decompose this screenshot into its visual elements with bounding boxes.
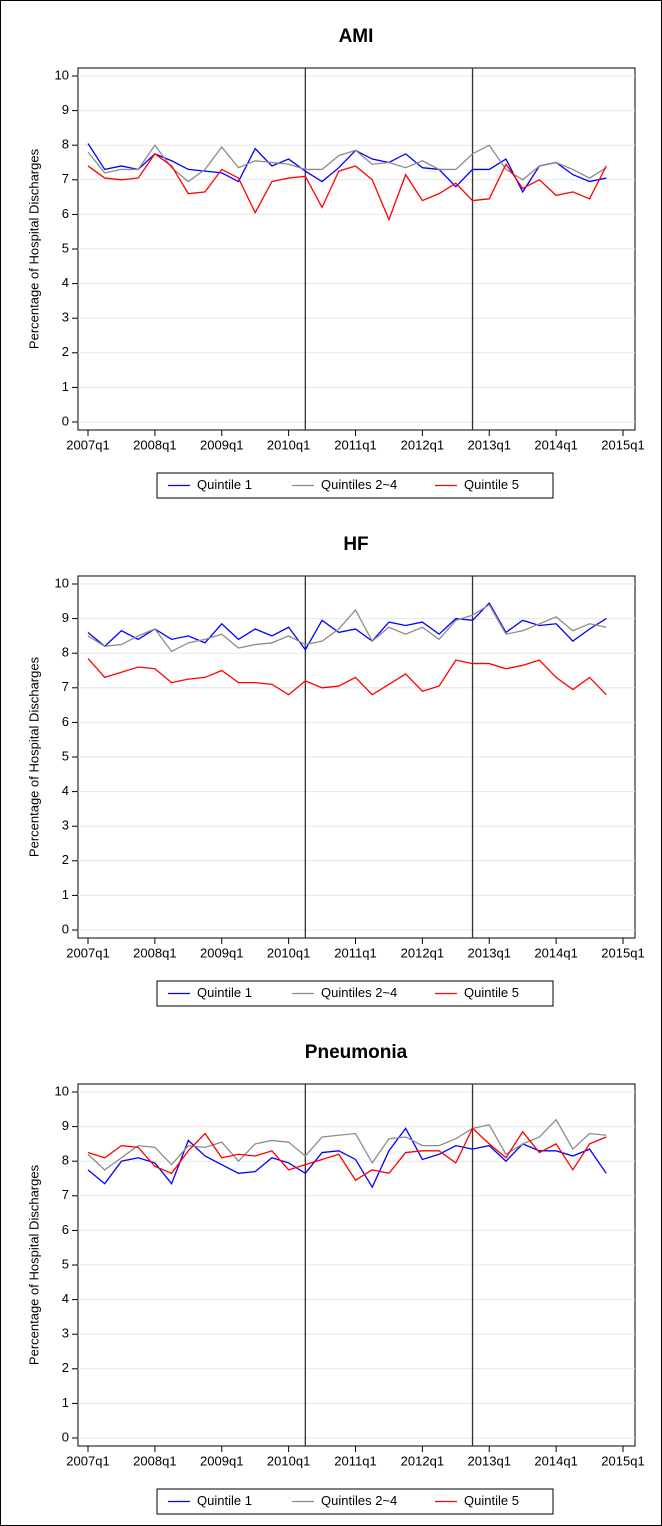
series-line [87,1127,607,1182]
series-line [87,1127,607,1189]
y-tick-label: 2 [62,852,69,867]
legend-box [156,472,554,499]
y-tick-label: 8 [62,645,69,660]
y-tick-label: 1 [62,379,69,394]
legend-label: Quintile 5 [464,477,519,492]
x-tick-label: 2011q1 [334,945,376,960]
series-line [87,603,607,653]
y-tick-label: 2 [62,344,69,359]
y-tick-label: 4 [62,783,69,798]
chart-title: AMI [339,26,374,47]
x-tick-label: 2013q1 [468,945,511,960]
chart-title: HF [343,534,368,555]
x-tick-label: 2007q1 [66,437,109,452]
x-tick-label: 2015q1 [601,437,644,452]
x-tick-label: 2010q1 [267,945,310,960]
x-tick-label: 2012q1 [401,1453,444,1468]
x-tick-label: 2013q1 [468,1453,511,1468]
y-tick-label: 1 [62,1395,69,1410]
x-tick-label: 2007q1 [66,945,109,960]
y-tick-label: 8 [62,137,69,152]
x-tick-label: 2011q1 [334,437,376,452]
y-tick-label: 1 [62,887,69,902]
y-tick-label: 7 [62,171,69,186]
series-line [87,657,607,696]
x-tick-label: 2015q1 [601,945,644,960]
x-tick-label: 2014q1 [534,437,577,452]
y-tick-label: 0 [62,413,69,428]
legend-label: Quintiles 2~4 [321,477,397,492]
x-tick-label: 2008q1 [133,437,176,452]
x-tick-label: 2007q1 [66,1453,109,1468]
x-tick-label: 2014q1 [534,1453,577,1468]
x-tick-label: 2011q1 [334,1453,376,1468]
legend-label: Quintile 1 [197,477,252,492]
series-line [87,152,607,222]
legend-label: Quintile 5 [464,1493,519,1508]
legend-label: Quintiles 2~4 [321,1493,397,1508]
y-tick-label: 10 [55,575,69,590]
y-tick-label: 4 [62,1291,69,1306]
y-tick-label: 9 [62,610,69,625]
y-tick-label: 6 [62,1222,69,1237]
x-tick-label: 2013q1 [468,437,511,452]
x-tick-label: 2010q1 [267,1453,310,1468]
x-tick-label: 2012q1 [401,437,444,452]
x-tick-label: 2009q1 [200,1453,243,1468]
x-tick-label: 2015q1 [601,1453,644,1468]
chart-title: Pneumonia [305,1042,408,1063]
y-tick-label: 5 [62,1256,69,1271]
y-tick-label: 8 [62,1153,69,1168]
legend-label: Quintile 5 [464,985,519,1000]
x-tick-label: 2008q1 [133,945,176,960]
legend-label: Quintile 1 [197,1493,252,1508]
y-tick-label: 0 [62,921,69,936]
x-tick-label: 2010q1 [267,437,310,452]
series-line [87,1118,607,1171]
legend-label: Quintile 1 [197,985,252,1000]
y-tick-label: 7 [62,1187,69,1202]
y-tick-label: 10 [55,67,69,82]
y-tick-label: 2 [62,1360,69,1375]
x-tick-label: 2008q1 [133,1453,176,1468]
legend-box [156,1488,554,1515]
y-tick-label: 3 [62,818,69,833]
y-axis-label: Percentage of Hospital Discharges [26,148,41,349]
legend-label: Quintiles 2~4 [321,985,397,1000]
x-tick-label: 2009q1 [200,945,243,960]
y-tick-label: 0 [62,1429,69,1444]
y-tick-label: 5 [62,240,69,255]
y-axis-label: Percentage of Hospital Discharges [26,656,41,857]
y-tick-label: 6 [62,206,69,221]
y-tick-label: 9 [62,102,69,117]
series-line [87,143,607,194]
y-tick-label: 3 [62,310,69,325]
x-tick-label: 2012q1 [401,945,444,960]
y-tick-label: 10 [55,1083,69,1098]
y-tick-label: 9 [62,1118,69,1133]
y-axis-label: Percentage of Hospital Discharges [26,1164,41,1365]
y-tick-label: 7 [62,679,69,694]
x-tick-label: 2014q1 [534,945,577,960]
x-tick-label: 2009q1 [200,437,243,452]
y-tick-label: 3 [62,1326,69,1341]
y-tick-label: 5 [62,748,69,763]
legend-box [156,980,554,1007]
series-line [87,601,607,651]
y-tick-label: 6 [62,714,69,729]
y-tick-label: 4 [62,275,69,290]
